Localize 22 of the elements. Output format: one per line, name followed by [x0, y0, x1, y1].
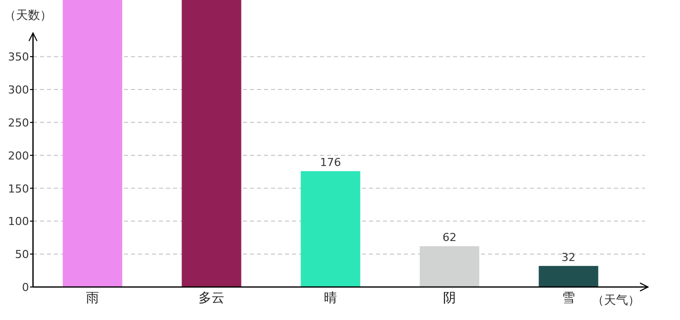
- bar: [538, 266, 598, 287]
- y-tick-label: 150: [8, 182, 29, 196]
- x-tick-label: 阴: [443, 291, 456, 306]
- x-tick-label: 雨: [86, 291, 99, 306]
- y-tick-label: 0: [22, 281, 29, 294]
- x-axis-title: （天气）: [592, 293, 640, 307]
- y-tick-label: 350: [8, 50, 29, 64]
- y-tick-label: 250: [8, 116, 29, 130]
- bar: [300, 171, 360, 287]
- y-tick-label: 100: [8, 215, 29, 228]
- data-label: 176: [320, 156, 341, 170]
- y-tick-label: 200: [8, 149, 29, 162]
- y-axis-title: （天数）: [4, 8, 52, 22]
- y-tick-label: 50: [15, 248, 29, 262]
- data-label: 32: [562, 250, 576, 264]
- bar: [182, 0, 242, 287]
- x-tick-label: 雪: [562, 291, 575, 306]
- bar: [62, 0, 122, 287]
- y-tick-label: 300: [8, 84, 29, 97]
- x-tick-label: 多云: [198, 291, 224, 306]
- x-tick-label: 晴: [324, 291, 337, 306]
- data-label: 62: [442, 231, 456, 244]
